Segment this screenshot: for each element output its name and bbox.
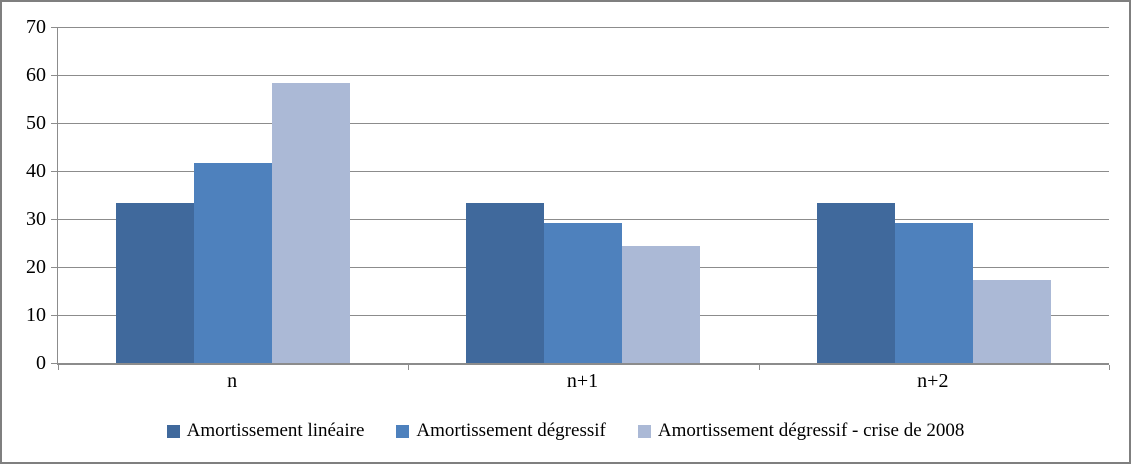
legend-item-2: Amortissement dégressif — [396, 420, 606, 442]
bar-series-2-category-n — [194, 162, 273, 363]
x-axis-labels: n n+1 n+2 — [57, 368, 1108, 396]
y-axis-tick-label: 50 — [26, 112, 46, 134]
bar-group-n+1 — [408, 27, 758, 363]
x-axis-tick-mark — [759, 365, 760, 370]
y-axis-tick-label: 10 — [26, 304, 46, 326]
bar-series-3-category-n+2 — [972, 279, 1051, 363]
y-axis-tick-mark — [51, 27, 58, 28]
y-axis-tick-mark — [51, 123, 58, 124]
x-axis-tick-mark — [408, 365, 409, 370]
legend-swatch-icon — [166, 424, 180, 438]
bar-series-3-category-n+1 — [622, 246, 701, 363]
y-axis-tick-label: 20 — [26, 256, 46, 278]
legend-label: Amortissement linéaire — [186, 420, 365, 441]
gridline — [58, 123, 1109, 124]
y-axis-tick-label: 30 — [26, 208, 46, 230]
y-axis-tick-label: 40 — [26, 160, 46, 182]
y-axis-tick-mark — [51, 75, 58, 76]
y-axis-tick-label: 70 — [26, 16, 46, 38]
bar-series-2-category-n+1 — [544, 222, 623, 363]
y-axis-tick-mark — [51, 315, 58, 316]
gridline — [58, 75, 1109, 76]
bar-series-1-category-n+2 — [816, 203, 895, 363]
x-axis-tick-mark — [1109, 365, 1110, 370]
bar-series-2-category-n+2 — [894, 222, 973, 363]
gridline — [58, 171, 1109, 172]
x-axis-category-label: n — [227, 370, 238, 392]
legend: Amortissement linéaire Amortissement dégr… — [2, 416, 1129, 446]
bar-series-1-category-n — [116, 203, 195, 363]
plot-area — [51, 27, 1110, 370]
y-axis-tick-mark — [51, 267, 58, 268]
legend-swatch-icon — [396, 424, 410, 438]
y-axis-tick-mark — [51, 363, 58, 364]
legend-label: Amortissement dégressif - crise de 2008 — [657, 420, 965, 441]
gridline — [58, 27, 1109, 28]
legend-item-3: Amortissement dégressif - crise de 2008 — [637, 420, 965, 442]
legend-item-1: Amortissement linéaire — [166, 420, 365, 442]
bar-group-n+2 — [759, 27, 1109, 363]
x-axis-category-label: n+1 — [566, 370, 599, 392]
legend-label: Amortissement dégressif — [416, 420, 606, 441]
y-axis-labels: 0 10 20 30 40 50 60 70 — [2, 16, 46, 374]
x-axis-tick-mark — [58, 365, 59, 370]
y-axis-tick-mark — [51, 219, 58, 220]
bar-series-3-category-n — [272, 83, 351, 363]
legend-swatch-icon — [637, 424, 651, 438]
bar-series-1-category-n+1 — [466, 203, 545, 363]
gridline — [58, 219, 1109, 220]
y-axis-tick-label: 0 — [36, 352, 46, 374]
y-axis-tick-label: 60 — [26, 64, 46, 86]
bar-group-n — [58, 27, 408, 363]
y-axis-tick-mark — [51, 171, 58, 172]
x-axis-category-label: n+2 — [917, 370, 949, 392]
